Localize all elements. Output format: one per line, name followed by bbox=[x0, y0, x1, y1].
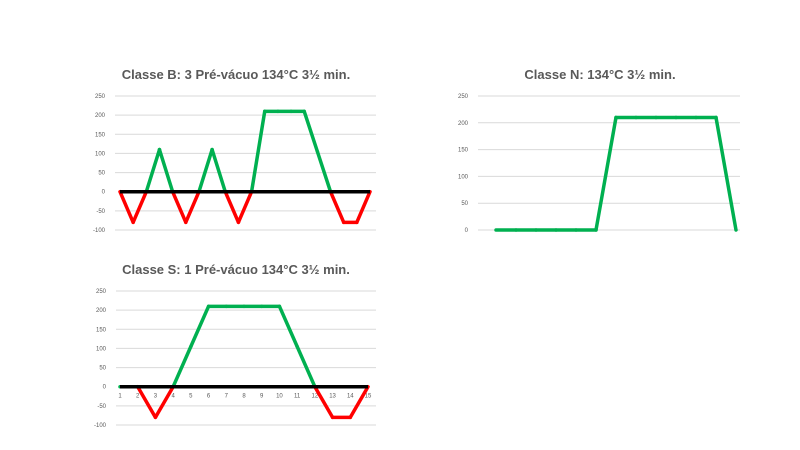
chart-title: Classe B: 3 Pré-vácuo 134°C 3½ min. bbox=[121, 67, 351, 82]
y-tick-label: 100 bbox=[96, 346, 107, 352]
chart-plot-area: 0 50 100 150 200 250 bbox=[458, 94, 740, 234]
series-segment-negative bbox=[328, 189, 346, 225]
series-segment-positive bbox=[594, 115, 618, 232]
x-tick-label: 10 bbox=[276, 394, 283, 400]
x-tick-label: 9 bbox=[260, 394, 264, 400]
y-tick-label: 250 bbox=[96, 289, 107, 295]
series-segment-positive bbox=[197, 147, 214, 194]
series-segment-positive bbox=[714, 115, 738, 232]
series-segment-negative bbox=[153, 384, 175, 420]
series-segment-positive bbox=[315, 149, 333, 194]
series-segment-positive bbox=[302, 109, 320, 154]
series-segment-negative bbox=[118, 189, 135, 225]
y-tick-label: 0 bbox=[103, 385, 107, 391]
y-tick-label: 50 bbox=[98, 171, 105, 177]
chart-title: Classe S: 1 Pré-vácuo 134°C 3½ min. bbox=[122, 262, 350, 277]
series-segment-positive bbox=[189, 304, 211, 349]
x-tick-label: 11 bbox=[294, 394, 301, 400]
x-tick-label: 12 bbox=[312, 394, 319, 400]
chart-classe-b: Classe B: 3 Pré-vácuo 134°C 3½ min. -100… bbox=[86, 64, 386, 244]
series-segment-negative bbox=[236, 189, 254, 225]
y-tick-label: 250 bbox=[95, 94, 106, 100]
chart-classe-s: Classe S: 1 Pré-vácuo 134°C 3½ min. -100… bbox=[86, 259, 386, 444]
series-segment-positive bbox=[249, 109, 267, 194]
series-segment-negative bbox=[348, 384, 370, 420]
y-tick-label: 150 bbox=[95, 132, 106, 138]
x-tick-label: 7 bbox=[225, 394, 229, 400]
y-tick-label: 150 bbox=[458, 148, 469, 154]
series-segment-negative bbox=[184, 189, 201, 225]
y-tick-label: 200 bbox=[96, 308, 107, 314]
x-tick-label: 3 bbox=[154, 394, 158, 400]
series-segment-positive bbox=[210, 147, 228, 194]
series-segment-negative bbox=[170, 189, 188, 225]
y-tick-label: 0 bbox=[465, 228, 469, 234]
series-segment-negative bbox=[135, 384, 158, 420]
x-tick-label: 8 bbox=[242, 394, 246, 400]
y-tick-label: 200 bbox=[95, 113, 106, 119]
series-segment-positive bbox=[144, 147, 162, 194]
y-tick-label: -100 bbox=[93, 228, 106, 234]
x-tick-label: 4 bbox=[171, 394, 175, 400]
chart-title: Classe N: 134°C 3½ min. bbox=[524, 67, 676, 82]
x-tick-label: 5 bbox=[189, 394, 193, 400]
y-tick-label: -50 bbox=[97, 404, 106, 410]
y-tick-label: -50 bbox=[96, 209, 105, 215]
x-tick-label: 6 bbox=[207, 394, 211, 400]
x-tick-label: 15 bbox=[365, 394, 372, 400]
y-tick-label: 50 bbox=[461, 201, 468, 207]
series-segment-negative bbox=[313, 384, 335, 420]
series-segment-positive bbox=[295, 344, 317, 389]
x-tick-label: 2 bbox=[136, 394, 140, 400]
y-tick-label: 200 bbox=[458, 121, 469, 127]
chart-plot-area: -100 -50 0 50 100 150 200 250 bbox=[93, 94, 376, 234]
x-tick-label: 13 bbox=[329, 394, 336, 400]
series-segment-negative bbox=[131, 189, 149, 225]
y-tick-label: 150 bbox=[96, 327, 107, 333]
series-segment-negative bbox=[355, 189, 372, 225]
chart-classe-n: Classe N: 134°C 3½ min. 0 50 100 150 200 250 bbox=[450, 64, 750, 244]
series-segment-negative bbox=[223, 189, 241, 225]
series-segment-positive bbox=[171, 344, 193, 389]
y-tick-label: -100 bbox=[94, 423, 107, 429]
y-tick-label: 250 bbox=[458, 94, 469, 100]
series-segment-positive bbox=[277, 304, 299, 349]
series-segment-positive bbox=[157, 147, 175, 194]
y-tick-label: 0 bbox=[102, 190, 106, 196]
y-tick-label: 100 bbox=[458, 174, 469, 180]
y-tick-label: 100 bbox=[95, 151, 106, 157]
x-tick-label: 1 bbox=[118, 394, 122, 400]
y-tick-label: 50 bbox=[99, 366, 106, 372]
x-tick-label: 14 bbox=[347, 394, 354, 400]
